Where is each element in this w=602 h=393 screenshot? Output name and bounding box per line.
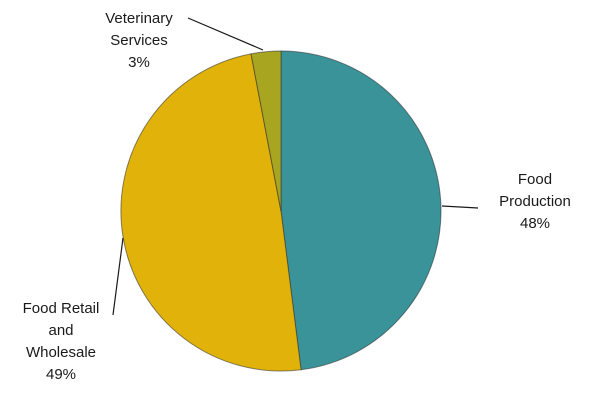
pie-slice-0: [280, 50, 442, 371]
slice-label-1: Food Retail: [23, 300, 100, 317]
slice-label-1: and: [48, 322, 73, 339]
slice-value-label-0: 48%: [520, 215, 550, 232]
pie-slice-2: [250, 50, 282, 212]
slice-label-2: Services: [110, 32, 168, 49]
slice-label-2: Veterinary: [105, 10, 173, 27]
slice-value-label-1: 49%: [46, 366, 76, 383]
slice-label-0: Food: [518, 171, 552, 188]
slice-label-1: Wholesale: [26, 344, 96, 361]
slice-label-0: Production: [499, 193, 571, 210]
leader-line-1: [112, 237, 124, 316]
leader-line-0: [441, 205, 479, 209]
slice-value-label-2: 3%: [128, 54, 150, 71]
leader-line-2: [187, 17, 264, 51]
pie-slice-1: [120, 53, 302, 372]
